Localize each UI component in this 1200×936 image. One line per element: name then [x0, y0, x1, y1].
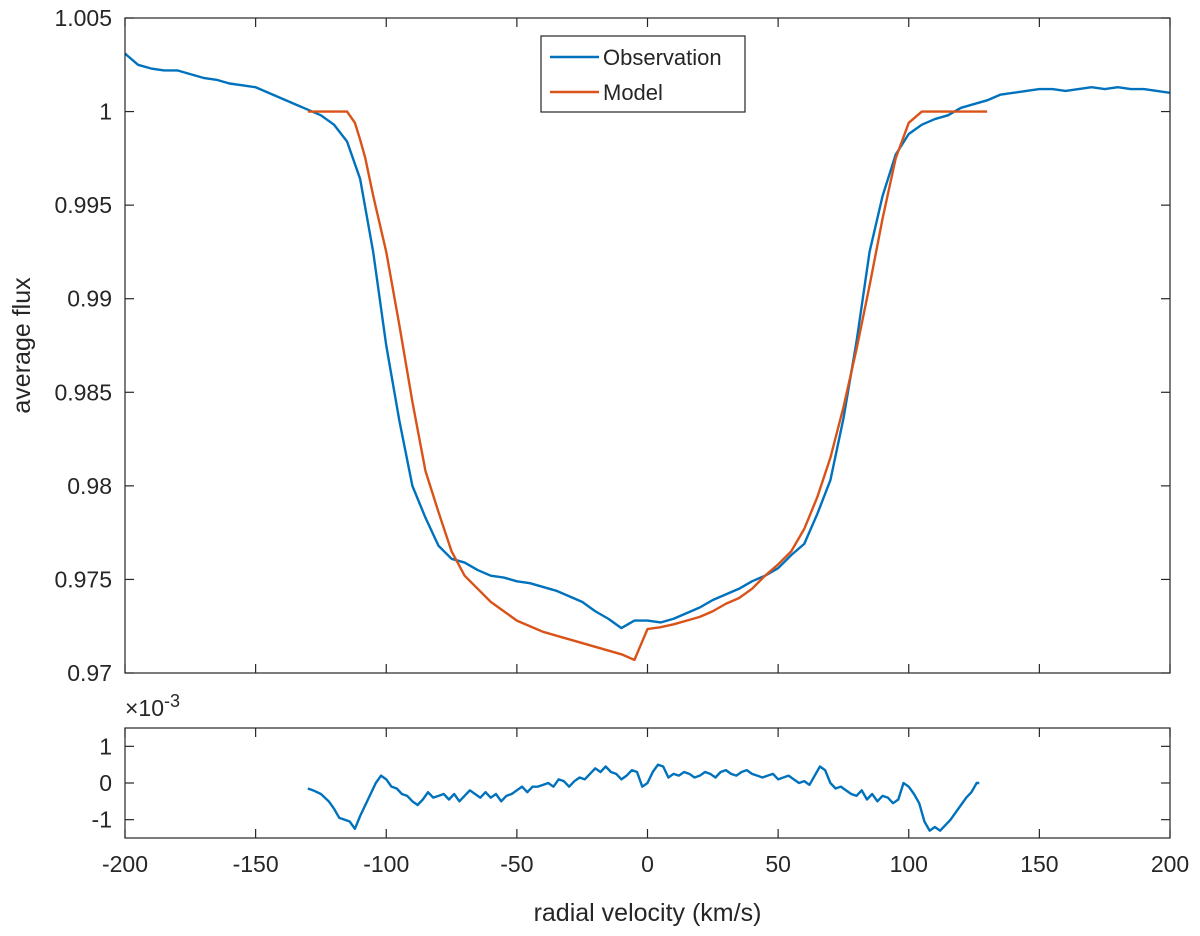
x-tick-label: 200 [1151, 851, 1189, 877]
residual-plot: -200 -150 -100 -50 0 50 100 150 200 1 0 -1 radial ve… [92, 691, 1190, 927]
main-y-tick-label: 0.985 [54, 379, 112, 405]
x-tick-label: 50 [765, 851, 791, 877]
x-tick-label: -100 [363, 851, 409, 877]
main-y-tick-label: 1 [99, 99, 112, 125]
legend: Observation Model [540, 35, 746, 113]
x-tick-label: 0 [641, 851, 654, 877]
legend-box [540, 35, 746, 113]
y-axis-label: average flux [8, 277, 36, 414]
series-model-line [307, 110, 988, 662]
x-tick-label: -50 [500, 851, 533, 877]
main-y-tick-label: 0.995 [54, 192, 112, 218]
main-plot: 0.97 0.975 0.98 0.985 0.99 0.995 1 1.005 average… [8, 5, 1171, 686]
residual-y-tick-label: 0 [99, 770, 112, 796]
main-axes-box [124, 17, 1171, 674]
series-observation-line [125, 52, 1170, 630]
x-axis-label: radial velocity (km/s) [534, 899, 762, 927]
x-tick-label: 100 [890, 851, 928, 877]
main-y-tick-label: 0.975 [54, 566, 112, 592]
exponent-label: ×10-3 [125, 691, 180, 721]
x-tick-label: -150 [233, 851, 279, 877]
main-y-tick-label: 0.98 [67, 473, 112, 499]
residual-y-tick-label: 1 [99, 733, 112, 759]
main-y-tick-label: 0.97 [67, 660, 112, 686]
x-tick-label: -200 [102, 851, 148, 877]
x-tick-label: 150 [1020, 851, 1058, 877]
main-y-tick-label: 0.99 [67, 286, 112, 312]
legend-label-model: Model [603, 80, 663, 105]
series-residual-residual-line [307, 763, 980, 832]
legend-label-observation: Observation [603, 45, 722, 70]
residual-y-tick-label: -1 [92, 807, 112, 833]
main-y-tick-label: 1.005 [54, 5, 112, 31]
